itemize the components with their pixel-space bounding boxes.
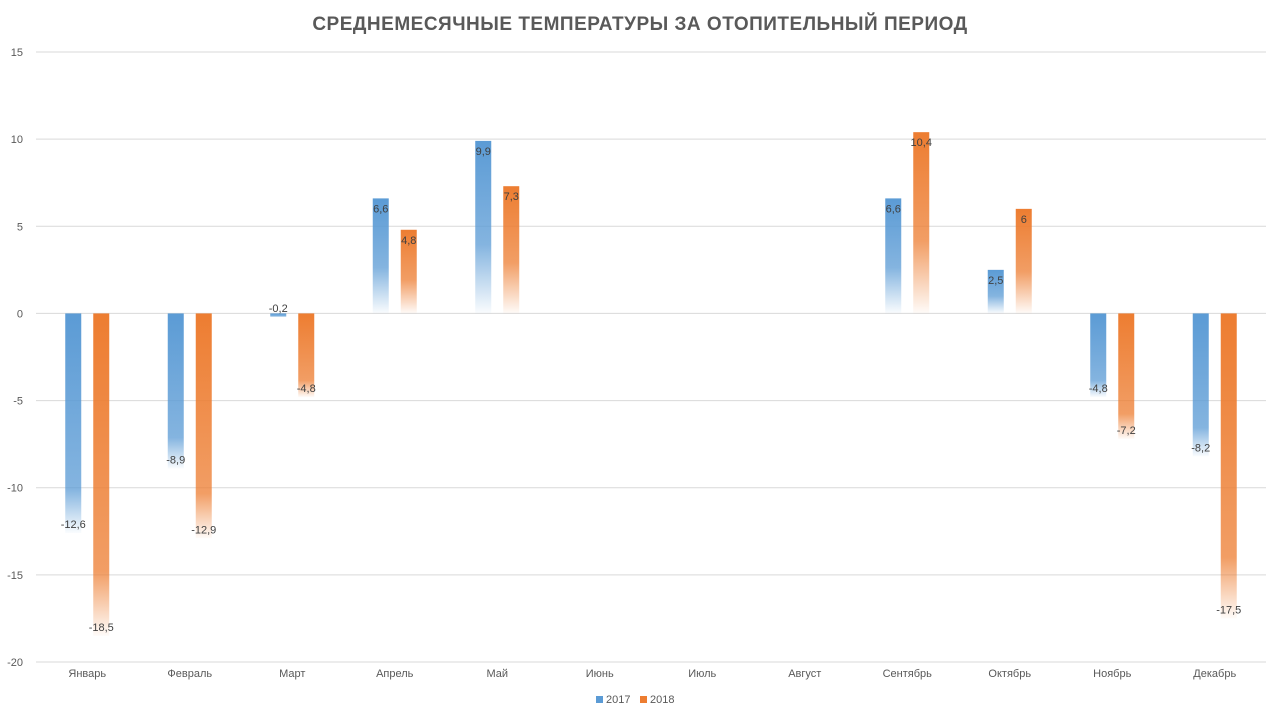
bar-2017-2 bbox=[167, 313, 184, 469]
bar-2018-11 bbox=[1118, 313, 1135, 439]
x-tick-label: Ноябрь bbox=[1093, 668, 1131, 680]
y-tick-label: -15 bbox=[7, 570, 23, 582]
data-label: 6,6 bbox=[373, 203, 388, 215]
y-tick-label: -5 bbox=[13, 396, 23, 408]
bar-2018-2 bbox=[195, 313, 212, 539]
x-tick-label: Март bbox=[279, 668, 305, 680]
data-label: 2,5 bbox=[988, 275, 1003, 287]
bar-2018-4 bbox=[400, 229, 417, 314]
bar-2018-10 bbox=[1015, 208, 1032, 314]
bar-2017-3 bbox=[270, 313, 287, 317]
bar-2017-4 bbox=[372, 198, 389, 314]
bar-2017-1 bbox=[65, 313, 82, 534]
x-tick-label: Август bbox=[788, 668, 821, 680]
data-label: -8,9 bbox=[166, 455, 185, 467]
legend-swatch bbox=[640, 696, 647, 703]
x-tick-label: Декабрь bbox=[1193, 668, 1236, 680]
y-tick-label: 15 bbox=[11, 47, 23, 59]
bar-2018-9 bbox=[913, 132, 930, 314]
data-label: -12,9 bbox=[191, 524, 216, 536]
x-tick-label: Февраль bbox=[167, 668, 212, 680]
x-tick-label: Апрель bbox=[376, 668, 414, 680]
y-tick-label: -10 bbox=[7, 483, 23, 495]
legend-label: 2017 bbox=[606, 694, 630, 706]
y-tick-label: 0 bbox=[17, 308, 23, 320]
data-label: -18,5 bbox=[89, 622, 114, 634]
x-tick-label: Сентябрь bbox=[883, 668, 933, 680]
bar-2018-12 bbox=[1220, 313, 1237, 619]
bars bbox=[65, 132, 1237, 636]
data-label: -8,2 bbox=[1191, 442, 1210, 454]
data-label: -0,2 bbox=[269, 303, 288, 315]
data-label: 9,9 bbox=[476, 146, 491, 158]
legend-label: 2018 bbox=[650, 694, 674, 706]
gridlines bbox=[36, 51, 1266, 663]
data-label: -7,2 bbox=[1117, 425, 1136, 437]
data-label: 7,3 bbox=[504, 191, 519, 203]
data-label: -4,8 bbox=[1089, 383, 1108, 395]
x-tick-label: Июль bbox=[688, 668, 716, 680]
bar-2018-5 bbox=[503, 186, 520, 314]
data-labels: -12,6 -8,9 -0,2 6,6 9,9 6,6 2,5 -4,8 -8,2 -18,5 -1… bbox=[61, 137, 1242, 634]
legend-swatch bbox=[596, 696, 603, 703]
x-tick-label: Июнь bbox=[586, 668, 614, 680]
bar-2018-1 bbox=[93, 313, 110, 636]
x-tick-label: Январь bbox=[68, 668, 106, 680]
data-label: -12,6 bbox=[61, 519, 86, 531]
x-tick-label: Май bbox=[486, 668, 508, 680]
chart-title: СРЕДНЕМЕСЯЧНЫЕ ТЕМПЕРАТУРЫ ЗА ОТОПИТЕЛЬН… bbox=[312, 13, 967, 35]
y-axis-ticks: 15 10 5 0 -5 -10 -15 -20 bbox=[7, 47, 23, 669]
bar-2018-3 bbox=[298, 313, 315, 398]
bar-2017-9 bbox=[885, 198, 902, 314]
data-label: 10,4 bbox=[911, 137, 932, 149]
data-label: 6 bbox=[1021, 214, 1027, 226]
bar-2017-5 bbox=[475, 140, 492, 314]
data-label: -17,5 bbox=[1216, 604, 1241, 616]
data-label: 4,8 bbox=[401, 235, 416, 247]
data-label: -4,8 bbox=[297, 383, 316, 395]
x-tick-label: Октябрь bbox=[988, 668, 1031, 680]
bar-2017-10 bbox=[987, 269, 1004, 314]
y-tick-label: -20 bbox=[7, 657, 23, 669]
y-tick-label: 10 bbox=[11, 134, 23, 146]
legend: 2017 2018 bbox=[596, 694, 674, 706]
x-axis-ticks: Январь Февраль Март Апрель Май Июнь Июль Август… bbox=[68, 668, 1236, 680]
bar-2017-11 bbox=[1090, 313, 1107, 398]
y-tick-label: 5 bbox=[17, 221, 23, 233]
data-label: 6,6 bbox=[886, 203, 901, 215]
bar-2017-12 bbox=[1192, 313, 1209, 457]
